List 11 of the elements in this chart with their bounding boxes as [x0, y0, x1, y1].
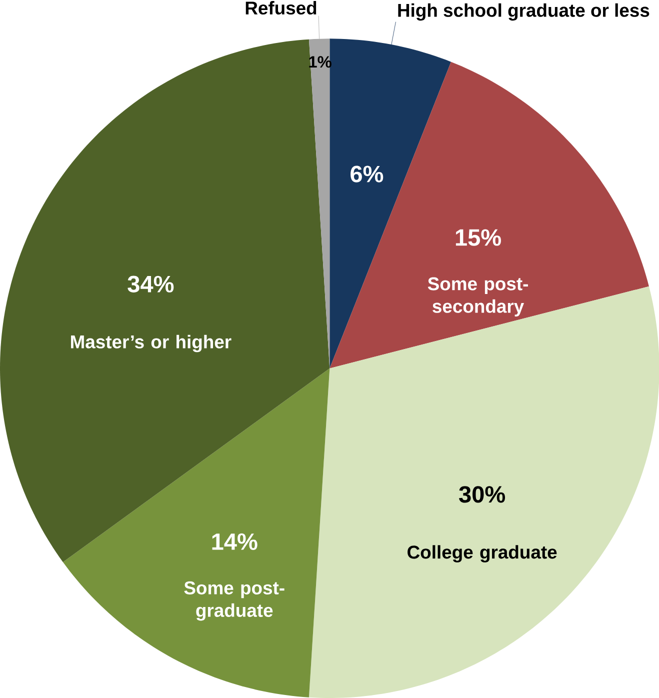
slice-label: College graduate	[407, 545, 557, 562]
slice-label: High school graduate or less	[398, 3, 650, 21]
slice-label: Master’s or higher	[70, 334, 232, 352]
data-label: 15%	[456, 229, 501, 246]
data-label: 34%	[128, 276, 174, 292]
data-label: 30%	[458, 486, 505, 503]
data-label: 6%	[350, 166, 383, 182]
slice-label: Some post-secondary	[428, 277, 528, 317]
data-label: 14%	[212, 533, 258, 550]
slice-label: Refused	[246, 1, 316, 15]
slice-label: Some post-graduate	[184, 581, 284, 621]
